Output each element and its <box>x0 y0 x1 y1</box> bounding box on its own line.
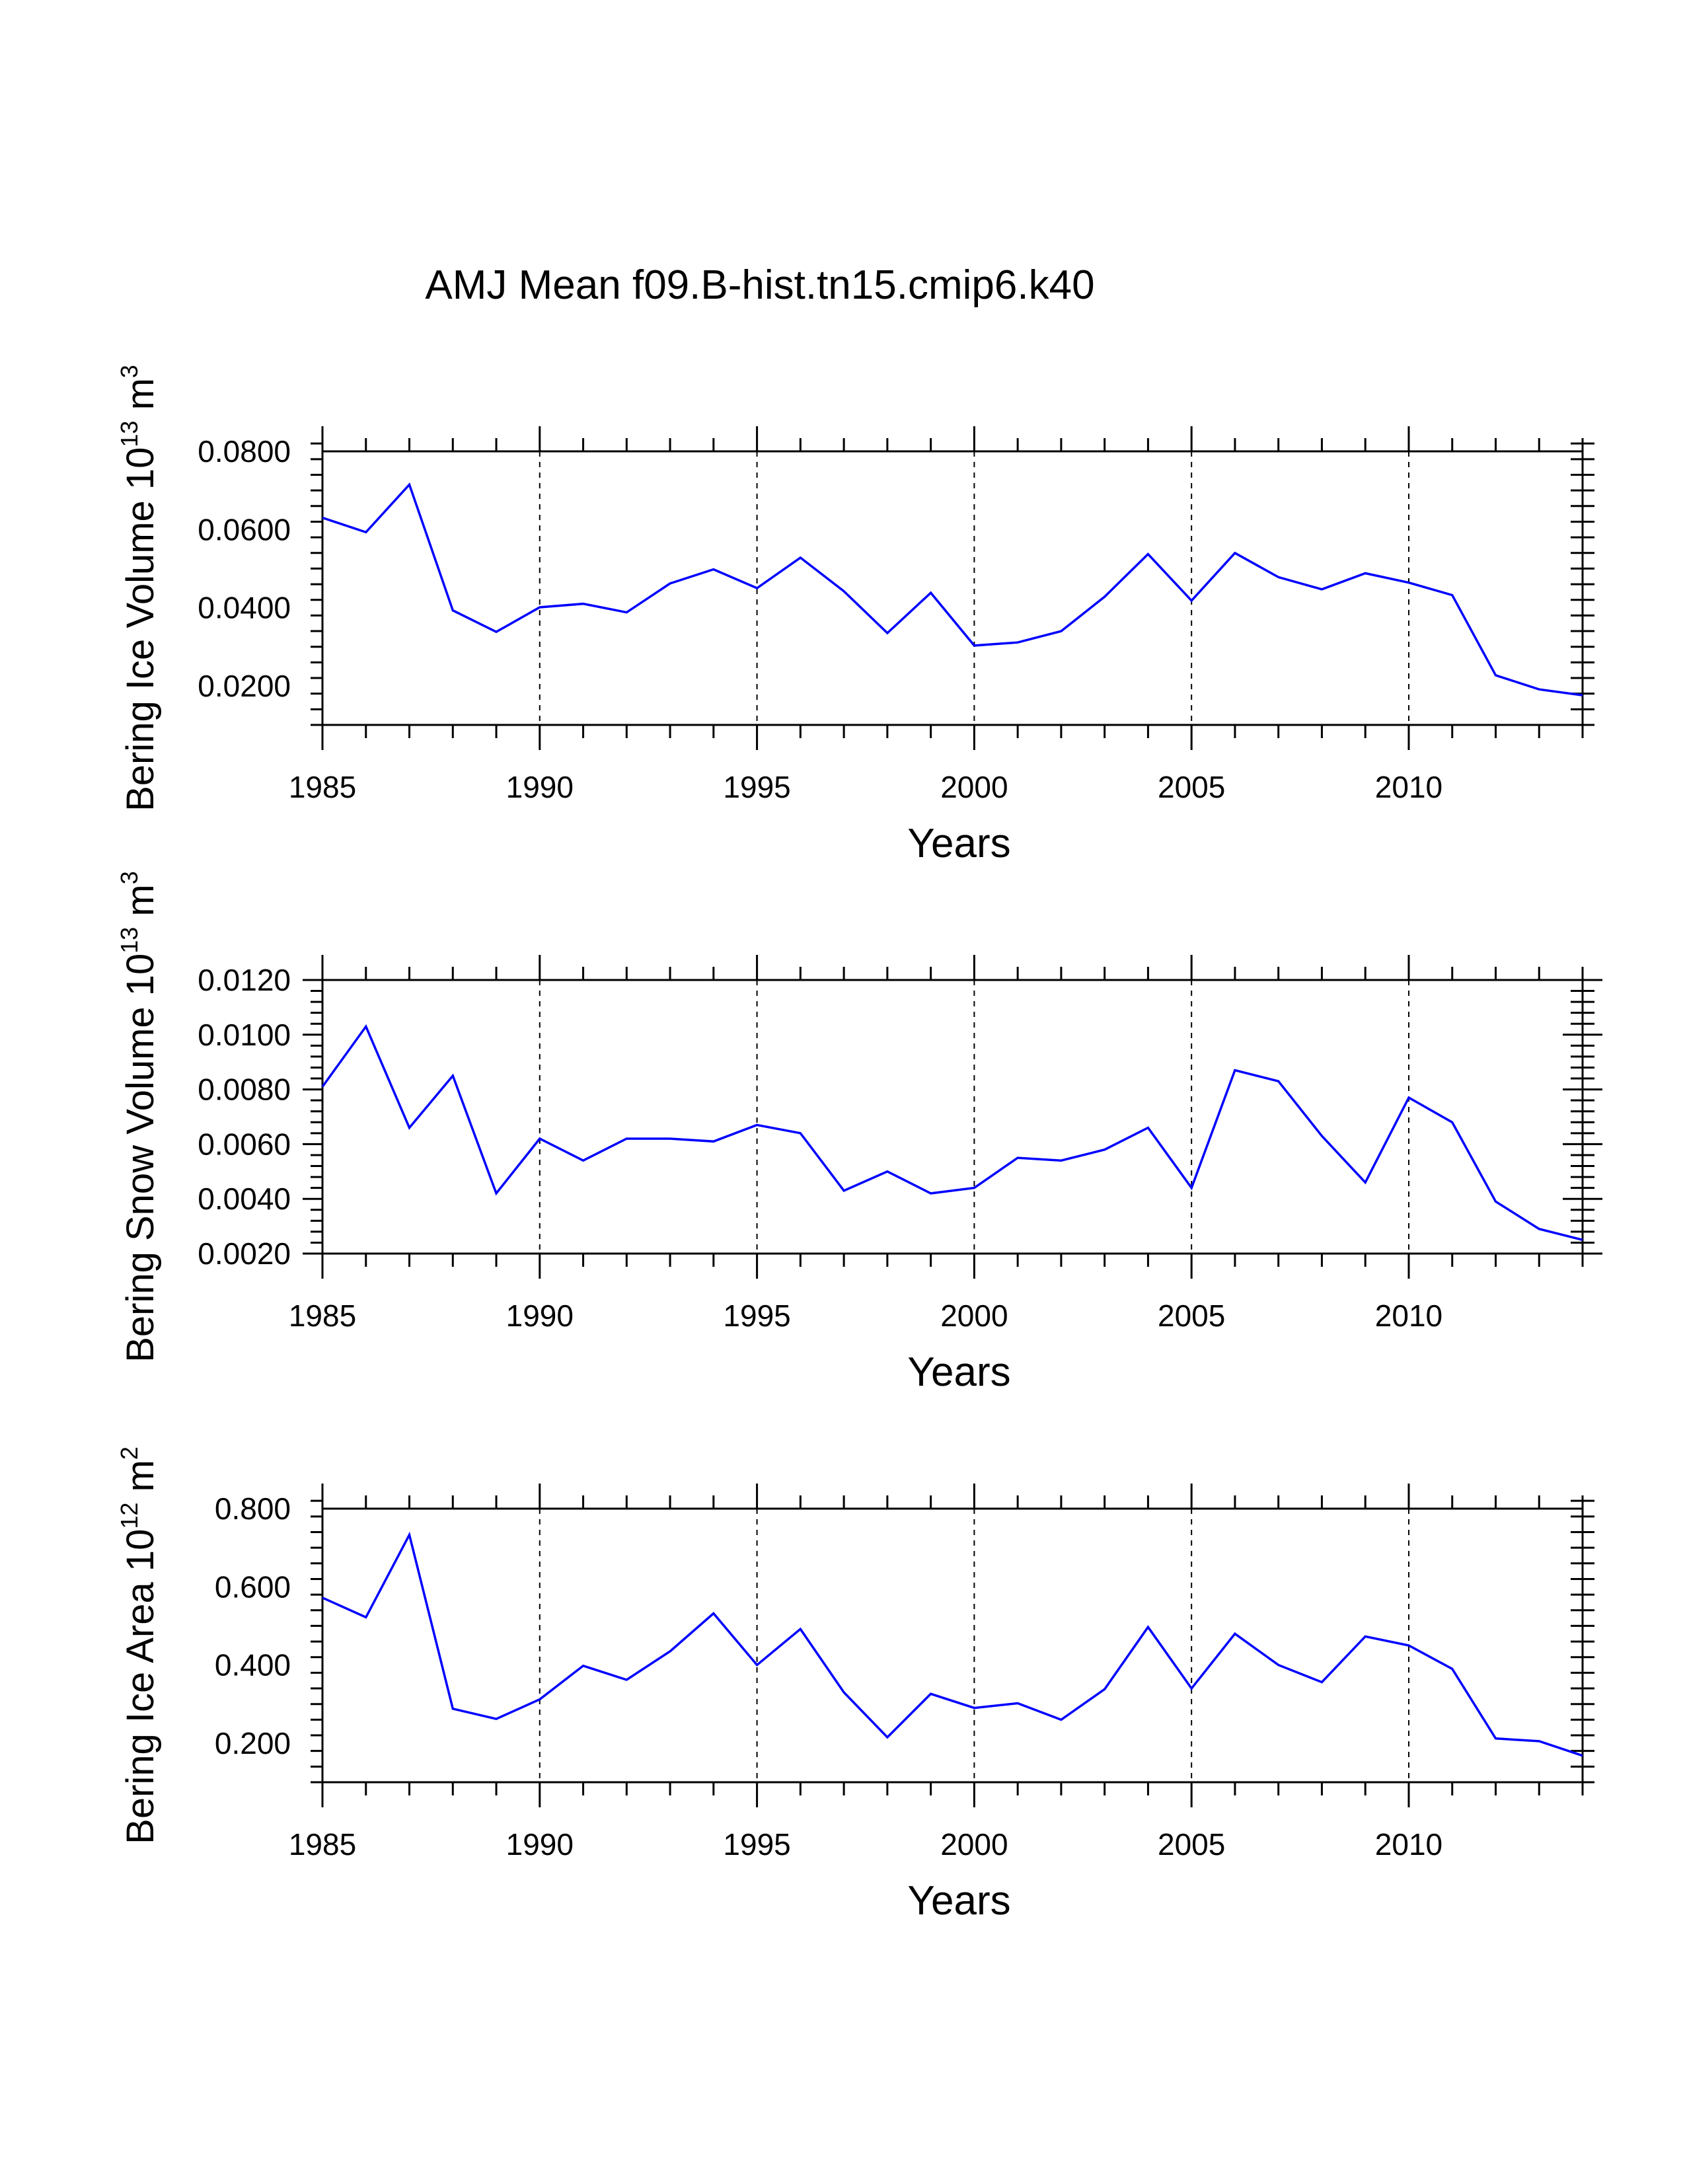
x-tick-label: 2005 <box>1158 1299 1225 1333</box>
y-tick-label: 0.800 <box>215 1491 291 1526</box>
x-tick-label: 2010 <box>1375 1827 1442 1862</box>
chart-panel-2: 0.0020 0.0040 0.0060 0.0080 0.0100 0.0120 1985… <box>116 871 1602 1395</box>
y-axis-label-exponent: 13 <box>116 421 143 447</box>
y-tick-label: 0.0100 <box>198 1018 291 1052</box>
chart-panel-1: 0.0200 0.0400 0.0600 0.0800 1985 1990 1995 2000… <box>116 365 1594 866</box>
y-axis-label-main: Bering Snow Volume 10 <box>119 954 162 1363</box>
y-axis-label-main: Bering Ice Volume 10 <box>119 447 162 811</box>
x-tick-label: 1985 <box>289 1827 356 1862</box>
y-tick-label: 0.0020 <box>198 1236 291 1271</box>
series-line <box>322 484 1583 695</box>
y-axis-label-main: Bering Ice Area 10 <box>119 1529 162 1844</box>
x-tick-label: 2005 <box>1158 1827 1225 1862</box>
y-axis-label-unit: m <box>119 884 162 926</box>
x-tick-label: 1985 <box>289 770 356 804</box>
x-axis-label: Years <box>907 1878 1010 1924</box>
x-tick-label: 2000 <box>940 1827 1008 1862</box>
plot-frame <box>322 1509 1583 1782</box>
x-tick-label: 2010 <box>1375 770 1442 804</box>
y-tick-label: 0.0080 <box>198 1073 291 1107</box>
y-tick-label: 0.400 <box>215 1648 291 1682</box>
y-axis-label-unit-exponent: 3 <box>116 871 143 884</box>
y-tick-label: 0.0600 <box>198 512 291 546</box>
series-line <box>322 1535 1583 1756</box>
y-tick-label: 0.0120 <box>198 963 291 997</box>
x-tick-label: 1990 <box>506 1299 574 1333</box>
y-axis-label-unit-exponent: 3 <box>116 365 143 378</box>
x-tick-label: 1990 <box>506 1827 574 1862</box>
y-tick-label: 0.0800 <box>198 434 291 469</box>
y-tick-label: 0.600 <box>215 1569 291 1604</box>
chart-panel-3: 0.200 0.400 0.600 0.800 1985 1990 1995 2000 2005… <box>116 1447 1594 1924</box>
x-tick-label: 2005 <box>1158 770 1225 804</box>
y-axis-label-unit: m <box>119 378 162 420</box>
y-axis-label-unit-exponent: 2 <box>116 1447 143 1460</box>
x-axis-label: Years <box>907 1349 1010 1395</box>
plot-frame <box>322 980 1583 1254</box>
figure-title: AMJ Mean f09.B-hist.tn15.cmip6.k40 <box>425 262 1094 308</box>
y-axis-label-unit: m <box>119 1460 162 1502</box>
x-tick-label: 2000 <box>940 1299 1008 1333</box>
x-tick-label: 2000 <box>940 770 1008 804</box>
y-axis-label: Bering Ice Area 1012 m2 <box>116 1447 162 1844</box>
x-tick-label: 1985 <box>289 1299 356 1333</box>
y-axis-label-exponent: 13 <box>116 927 143 954</box>
y-tick-label: 0.0200 <box>198 669 291 703</box>
y-axis-label: Bering Ice Volume 1013 m3 <box>116 365 162 811</box>
y-tick-label: 0.200 <box>215 1726 291 1760</box>
plot-frame <box>322 451 1583 725</box>
x-tick-label: 1990 <box>506 770 574 804</box>
x-tick-label: 1995 <box>723 1299 790 1333</box>
y-tick-label: 0.0060 <box>198 1127 291 1161</box>
x-tick-label: 1995 <box>723 1827 790 1862</box>
series-line <box>322 1026 1583 1240</box>
y-tick-label: 0.0400 <box>198 591 291 625</box>
x-tick-label: 2010 <box>1375 1299 1442 1333</box>
x-tick-label: 1995 <box>723 770 790 804</box>
y-axis-label: Bering Snow Volume 1013 m3 <box>116 871 162 1363</box>
x-axis-label: Years <box>907 821 1010 866</box>
y-axis-label-exponent: 12 <box>116 1503 143 1529</box>
y-tick-label: 0.0040 <box>198 1182 291 1216</box>
